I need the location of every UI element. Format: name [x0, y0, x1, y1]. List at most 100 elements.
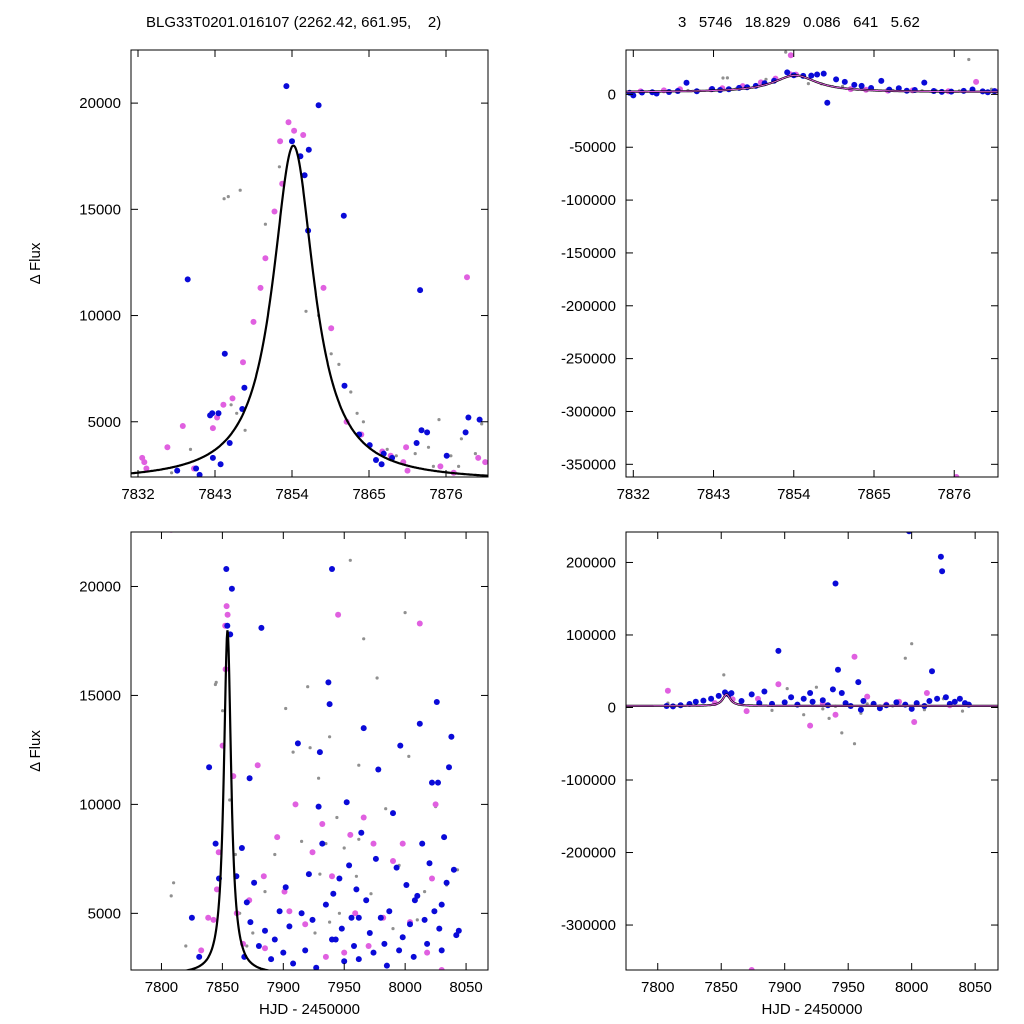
data-point-blue	[209, 454, 216, 461]
x-tick-label: 7832	[121, 486, 154, 503]
data-point-blue	[433, 699, 440, 705]
data-point-gray	[335, 815, 339, 820]
data-point-gray	[764, 77, 768, 81]
data-point-magenta	[210, 916, 217, 923]
data-point-gray	[291, 750, 295, 754]
data-point-blue	[441, 834, 448, 841]
data-point-magenta	[973, 78, 980, 85]
data-point-blue	[174, 467, 181, 474]
data-point-blue	[939, 568, 946, 575]
data-point-blue	[212, 840, 219, 847]
data-point-magenta	[205, 914, 212, 921]
data-point-magenta	[347, 831, 354, 838]
x-tick-label: 8000	[388, 979, 421, 996]
data-point-magenta	[399, 840, 406, 847]
y-tick-label: -200000	[561, 845, 616, 862]
data-point-blue	[196, 953, 203, 960]
data-point-magenta	[320, 284, 327, 291]
data-point-magenta	[220, 401, 227, 408]
data-point-magenta	[271, 208, 278, 215]
data-point-blue	[238, 845, 245, 851]
data-point-magenta	[292, 801, 299, 808]
data-point-blue	[217, 461, 224, 468]
data-point-blue	[196, 471, 203, 477]
data-point-blue	[377, 914, 384, 921]
data-point-magenta	[787, 52, 794, 59]
data-point-blue	[860, 698, 867, 704]
y-tick-label: 0	[608, 86, 616, 103]
data-point-magenta	[341, 949, 348, 956]
data-point-blue	[305, 871, 312, 878]
data-point-blue	[419, 840, 426, 847]
data-point-magenta	[143, 465, 150, 472]
data-point-gray	[903, 656, 907, 660]
data-point-gray	[235, 411, 239, 415]
x-tick-label: 7900	[267, 979, 300, 996]
data-point-blue	[906, 532, 913, 535]
data-point-gray	[169, 894, 173, 898]
y-tick-label: 200000	[566, 554, 616, 571]
data-point-blue	[341, 382, 348, 389]
data-point-blue	[286, 923, 293, 930]
data-point-gray	[426, 445, 431, 449]
x-tick-label: 7832	[617, 486, 650, 503]
data-point-magenta	[390, 858, 396, 864]
data-point-gray	[263, 222, 267, 226]
data-point-blue	[435, 779, 441, 786]
data-point-blue	[340, 212, 347, 219]
data-point-blue	[381, 940, 388, 947]
data-point-gray	[284, 706, 288, 711]
data-point-blue	[366, 930, 373, 936]
data-point-magenta	[365, 943, 372, 949]
data-point-magenta	[322, 953, 329, 960]
data-point-blue	[224, 622, 231, 629]
data-point-blue	[351, 943, 357, 949]
data-point-magenta	[291, 127, 298, 134]
y-tick-label: -150000	[561, 245, 616, 262]
data-point-magenta	[240, 359, 246, 366]
data-point-gray	[354, 874, 358, 878]
data-point-blue	[429, 779, 435, 786]
plot-area	[131, 83, 488, 477]
data-point-magenta	[260, 873, 267, 880]
plot-frame	[130, 49, 489, 478]
data-point-blue	[378, 461, 385, 468]
data-point-magenta	[209, 425, 216, 432]
data-point-blue	[373, 457, 379, 463]
data-point-blue	[841, 78, 848, 85]
data-point-gray	[184, 944, 188, 948]
data-point-gray	[385, 447, 389, 451]
data-point-magenta	[464, 274, 470, 281]
x-tick-label: 7843	[198, 486, 231, 503]
x-tick-label: 7865	[352, 486, 385, 503]
data-point-blue	[808, 72, 815, 79]
data-point-gray	[222, 197, 226, 201]
data-point-magenta	[215, 849, 222, 856]
data-point-blue	[326, 701, 333, 708]
data-point-magenta	[277, 138, 284, 145]
data-point-gray	[263, 890, 267, 894]
data-point-blue	[206, 764, 213, 771]
panel-bottom-left: 7800 7850 7900 7950 8000 8050 5000 10000 15000 20…	[27, 531, 489, 1018]
data-point-gray	[304, 309, 308, 313]
data-point-gray	[784, 50, 788, 54]
y-tick-label: 0	[608, 699, 616, 716]
data-point-blue	[319, 840, 326, 847]
data-point-magenta	[475, 454, 482, 461]
data-point-gray	[721, 76, 725, 80]
data-point-blue	[215, 410, 222, 417]
data-point-blue	[316, 749, 323, 756]
data-point-blue	[814, 71, 821, 78]
data-point-gray	[403, 611, 407, 615]
model-curve-overlay	[626, 74, 998, 93]
data-point-blue	[421, 916, 428, 923]
data-point-gray	[459, 437, 463, 441]
data-point-magenta	[285, 119, 292, 126]
data-point-blue	[363, 897, 370, 904]
y-tick-label: 5000	[88, 414, 121, 431]
data-point-magenta	[953, 474, 960, 477]
data-point-blue	[390, 810, 396, 817]
data-point-blue	[784, 69, 791, 76]
data-point-blue	[819, 697, 826, 704]
